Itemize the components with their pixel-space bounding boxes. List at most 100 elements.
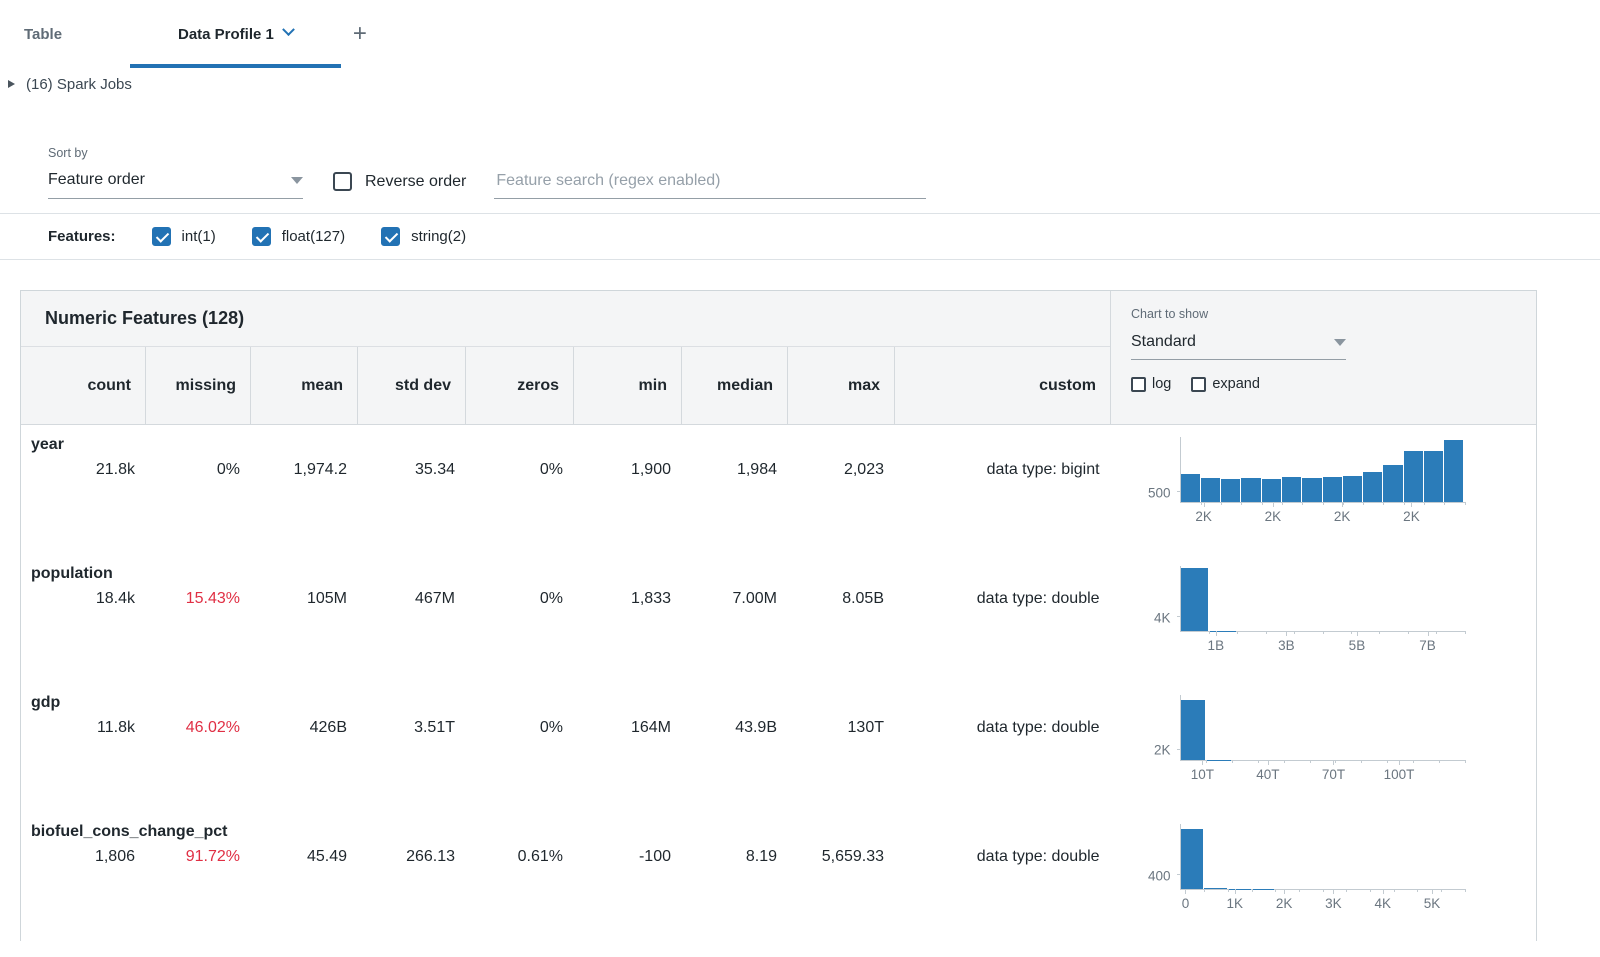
tab-data-profile-label: Data Profile 1: [178, 25, 274, 43]
feature-row-biofuel_cons_change_pct: biofuel_cons_change_pct 1,806 91.72% 45.49 2…: [21, 812, 1536, 941]
tab-data-profile[interactable]: Data Profile 1: [130, 0, 341, 68]
log-label: log: [1152, 376, 1172, 392]
column-header-zeros: zeros: [465, 347, 573, 424]
feature-row-population: population 18.4k 15.43% 105M 467M 0% 1,833 7.00…: [21, 554, 1536, 683]
cell-custom: data type: bigint: [986, 461, 1100, 478]
chart-to-show-label: Chart to show: [1131, 307, 1209, 321]
table-header-area: Numeric Features (128) count missing mean s…: [21, 291, 1111, 424]
hist-x-tick-label: 2K: [1264, 509, 1282, 524]
sort-by-group: Sort by Feature order: [48, 146, 303, 199]
hist-x-tick-label: 0: [1181, 896, 1190, 911]
cell-std_dev: 467M: [414, 590, 455, 607]
hist-x-tick-label: 5B: [1348, 638, 1366, 653]
cell-mean: 426B: [309, 719, 347, 736]
cell-missing: 0%: [216, 461, 240, 478]
feature-type-label: string(2): [411, 228, 467, 245]
hist-y-tick-label: 2K: [1154, 742, 1171, 758]
chevron-down-icon: [1334, 338, 1346, 346]
add-profile-button[interactable]: +: [353, 22, 367, 46]
feature-type-checkbox[interactable]: [151, 227, 171, 246]
spark-jobs-toggle[interactable]: (16) Spark Jobs: [0, 68, 1600, 100]
column-header-missing: missing: [145, 347, 250, 424]
cell-std_dev: 3.51T: [414, 719, 455, 736]
feature-rows: year 21.8k 0% 1,974.2 35.34 0% 1,900 1,984 2,023…: [21, 425, 1536, 941]
feature-chart-area: 2K 10T 40T 70T 100T: [1110, 683, 1536, 812]
numeric-features-panel: Numeric Features (128) count missing mean s…: [20, 290, 1537, 941]
hist-bar: [1322, 477, 1342, 502]
feature-search-input[interactable]: [494, 171, 927, 191]
hist-x-tick-label: 1B: [1207, 638, 1225, 653]
plus-icon: +: [352, 20, 367, 47]
cell-custom: data type: double: [976, 719, 1100, 736]
feature-type-filter: string(2): [381, 227, 466, 246]
hist-x-tick-label: 3K: [1325, 896, 1342, 911]
hist-plot-area: 2K 2K 2K 2K: [1176, 437, 1466, 524]
cell-zeros: 0.61%: [517, 848, 563, 865]
expand-checkbox[interactable]: [1191, 376, 1207, 392]
cell-max: 5,659.33: [821, 848, 884, 865]
cell-custom: data type: double: [976, 848, 1100, 865]
cell-mean: 105M: [306, 590, 347, 607]
reverse-order-checkbox[interactable]: [333, 172, 352, 191]
feature-type-checkbox[interactable]: [251, 227, 271, 246]
cell-zeros: 0%: [539, 461, 563, 478]
feature-type-filter: int(1): [151, 227, 216, 246]
feature-name: year: [31, 436, 64, 453]
hist-bar: [1423, 450, 1444, 502]
cell-median: 8.19: [745, 848, 777, 865]
cell-count: 18.4k: [95, 590, 135, 607]
hist-bar: [1302, 478, 1322, 502]
sort-order-select[interactable]: Feature order: [48, 171, 303, 199]
hist-plot-area: 1B 3B 5B 7B: [1176, 566, 1466, 653]
hist-bar: [1180, 568, 1208, 631]
hist-bar: [1204, 888, 1227, 889]
expand-triangle-icon: [8, 80, 15, 88]
cell-zeros: 0%: [539, 719, 563, 736]
hist-bar: [1383, 464, 1403, 502]
cell-median: 1,984: [736, 461, 777, 478]
cell-min: 1,900: [630, 461, 671, 478]
hist-x-tick-label: 4K: [1374, 896, 1391, 911]
cell-std_dev: 266.13: [406, 848, 455, 865]
hist-bar: [1221, 479, 1241, 502]
column-header-mean: mean: [250, 347, 357, 424]
hist-x-tick-label: 2K: [1195, 509, 1212, 524]
column-header-custom: custom: [894, 347, 1110, 424]
hist-plot-area: 0 1K 2K 3K 4K 5K: [1176, 824, 1466, 911]
chart-controls: Chart to show Standard log expand: [1111, 291, 1536, 424]
feature-row-year: year 21.8k 0% 1,974.2 35.34 0% 1,900 1,984 2,023…: [21, 425, 1536, 554]
features-filter-bar: Features: int(1) float(127) string(2): [0, 213, 1600, 260]
feature-type-checkbox[interactable]: [381, 227, 401, 246]
feature-chart-area: 4K 1B 3B 5B 7B: [1110, 554, 1536, 683]
cell-median: 7.00M: [732, 590, 777, 607]
cell-count: 11.8k: [97, 719, 135, 736]
cell-zeros: 0%: [539, 590, 563, 607]
tab-table[interactable]: Table: [24, 26, 130, 43]
panel-header: Numeric Features (128) count missing mean s…: [21, 291, 1536, 425]
expand-label: expand: [1212, 376, 1260, 392]
column-header-row: count missing mean std dev zeros min median max…: [21, 347, 1110, 424]
hist-x-tick-label: 7B: [1419, 638, 1436, 653]
hist-bar: [1403, 450, 1423, 502]
feature-row-gdp: gdp 11.8k 46.02% 426B 3.51T 0% 164M 43.9B 130T da…: [21, 683, 1536, 812]
hist-x-tick-label: 2K: [1403, 509, 1420, 524]
chart-type-select[interactable]: Standard: [1131, 333, 1346, 360]
hist-x-tick-label: 5K: [1423, 896, 1441, 911]
feature-type-filter: float(127): [251, 227, 345, 246]
histogram-population: 4K 1B 3B 5B 7B: [1132, 566, 1536, 653]
hist-y-tick-label: 500: [1148, 485, 1171, 501]
cell-min: 164M: [630, 719, 671, 736]
cell-min: 1,833: [630, 590, 671, 607]
chevron-down-icon: [282, 22, 295, 36]
hist-bar: [1444, 439, 1464, 502]
log-checkbox[interactable]: [1131, 376, 1146, 392]
hist-bar: [1241, 478, 1261, 502]
panel-title: Numeric Features (128): [21, 291, 1110, 347]
histogram-year: 500 2K 2K 2K 2K: [1132, 437, 1536, 524]
hist-bar: [1180, 829, 1204, 889]
hist-x-tick-label: 100T: [1383, 767, 1415, 782]
feature-name: gdp: [31, 694, 61, 711]
hist-x-tick-label: 2K: [1275, 896, 1293, 911]
hist-bar: [1342, 476, 1363, 502]
cell-min: -100: [638, 848, 671, 865]
